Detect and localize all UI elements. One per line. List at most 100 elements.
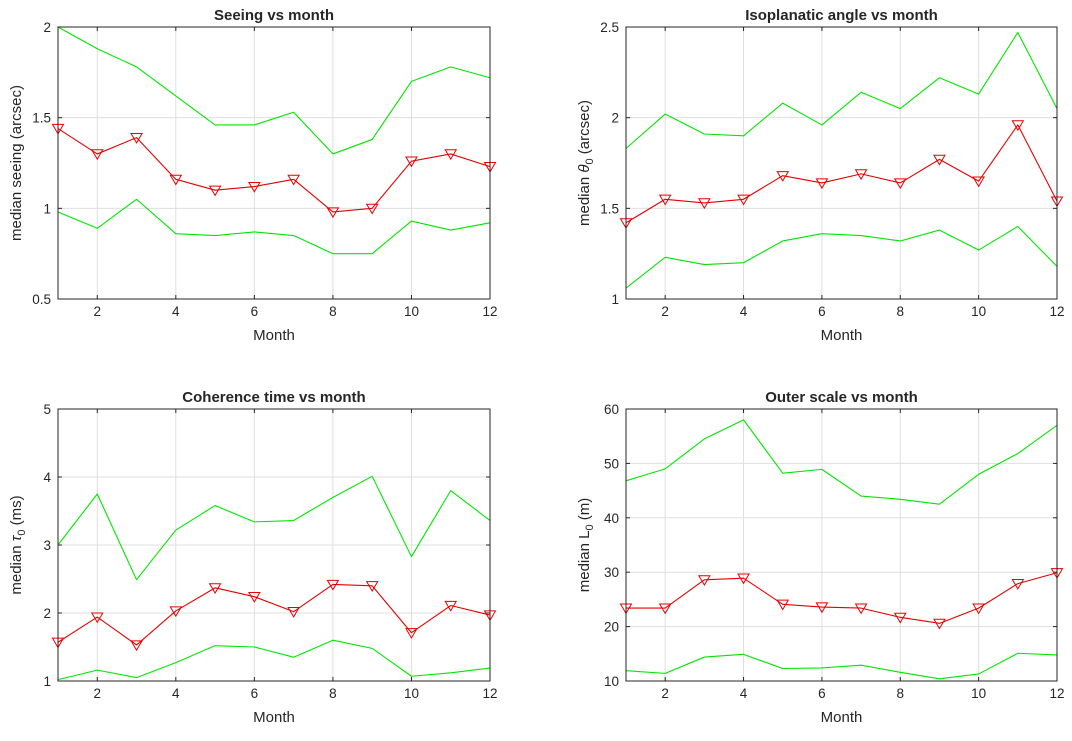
y-tick-label: 5 xyxy=(43,402,51,417)
data-point-marker xyxy=(130,640,143,652)
data-point-marker xyxy=(169,606,183,618)
x-tick-label: 12 xyxy=(1049,304,1064,319)
plot-area xyxy=(626,27,1057,299)
data-point-marker xyxy=(815,602,829,614)
data-point-marker xyxy=(365,203,379,215)
data-point-marker xyxy=(737,573,750,585)
series-line-lower xyxy=(625,225,1058,289)
plot-area xyxy=(626,409,1057,681)
series-line-upper xyxy=(57,26,491,155)
x-tick-label: 6 xyxy=(818,304,826,319)
x-tick-label: 4 xyxy=(740,686,748,701)
series-line-median xyxy=(57,128,491,213)
y-tick-label: 1.5 xyxy=(32,111,51,126)
y-tick-label: 30 xyxy=(604,565,619,580)
x-tick-label: 8 xyxy=(329,686,337,701)
x-axis-label: Month xyxy=(253,709,295,726)
data-point-marker xyxy=(737,194,750,206)
x-tick-label: 2 xyxy=(661,686,669,701)
x-tick-label: 12 xyxy=(482,686,497,701)
x-tick-label: 10 xyxy=(404,686,419,701)
data-point-marker xyxy=(405,628,418,639)
series-line-upper xyxy=(57,475,491,581)
subplot-2: 2 4 6 8 10 12 1 1.5 2 2.5 Isoplanatic angle vs mon… xyxy=(576,7,1065,344)
y-tick-label: 10 xyxy=(604,674,619,689)
y-tick-label: 60 xyxy=(604,402,619,417)
y-tick-label: 2 xyxy=(43,20,51,35)
series-line-median xyxy=(626,572,1058,624)
subplot-1: 2 4 6 8 10 12 0.5 1 1.5 2 Seeing vs month Month medi… xyxy=(8,7,498,344)
series-line-upper xyxy=(625,31,1058,149)
y-tick-label: 4 xyxy=(43,470,51,485)
data-point-marker xyxy=(697,575,711,587)
y-tick-label: 1 xyxy=(43,674,51,689)
y-tick-label: 2 xyxy=(611,111,619,126)
x-tick-label: 6 xyxy=(818,686,826,701)
x-tick-label: 12 xyxy=(482,304,497,319)
y-tick-label: 2.5 xyxy=(600,20,619,35)
series-line-median xyxy=(57,583,491,646)
data-point-marker xyxy=(1011,578,1025,590)
series-line-lower xyxy=(57,198,491,255)
y-tick-label: 1.5 xyxy=(600,201,619,216)
data-point-marker xyxy=(247,181,261,193)
data-point-marker xyxy=(208,583,222,595)
data-point-marker xyxy=(776,171,790,182)
plot-title: Seeing vs month xyxy=(214,7,334,24)
y-tick-label: 1 xyxy=(611,292,619,307)
y-tick-label: 40 xyxy=(604,511,619,526)
data-point-marker xyxy=(405,156,418,168)
series-line-median xyxy=(625,124,1058,224)
data-point-marker xyxy=(854,603,868,615)
data-point-marker xyxy=(658,603,672,615)
data-point-marker xyxy=(776,599,790,611)
series-line-upper xyxy=(625,419,1058,505)
y-tick-label: 50 xyxy=(604,456,619,471)
y-tick-label: 1 xyxy=(43,201,51,216)
series-line-lower xyxy=(57,639,491,681)
x-axis-label: Month xyxy=(821,327,863,344)
data-point-marker xyxy=(365,581,379,593)
data-point-marker xyxy=(247,592,261,603)
y-axis-label: median θ0 (arcsec) xyxy=(576,100,596,226)
x-tick-label: 4 xyxy=(172,686,180,701)
data-point-marker xyxy=(326,579,340,591)
x-tick-label: 10 xyxy=(971,686,986,701)
y-axis-label: median L0 (m) xyxy=(576,498,596,593)
data-point-marker xyxy=(893,178,907,190)
x-tick-label: 8 xyxy=(329,304,337,319)
data-point-marker xyxy=(287,607,301,618)
x-axis-label: Month xyxy=(253,327,295,344)
x-tick-label: 2 xyxy=(94,686,102,701)
series-line-lower xyxy=(625,652,1058,680)
x-axis-label: Month xyxy=(821,709,863,726)
x-tick-label: 10 xyxy=(971,304,986,319)
data-point-marker xyxy=(854,169,868,181)
data-point-marker xyxy=(1011,120,1025,132)
x-tick-label: 4 xyxy=(172,304,180,319)
y-tick-label: 20 xyxy=(604,620,619,635)
x-tick-label: 2 xyxy=(661,304,669,319)
data-point-marker xyxy=(90,149,104,161)
x-tick-label: 4 xyxy=(740,304,748,319)
x-tick-label: 8 xyxy=(897,686,905,701)
data-point-marker xyxy=(169,174,183,186)
data-point-marker xyxy=(326,207,340,219)
subplot-4: 2 4 6 8 10 12 10 20 30 40 50 60 Outer scale vs month… xyxy=(576,389,1065,726)
axes-box xyxy=(625,26,1058,300)
x-tick-label: 8 xyxy=(897,304,905,319)
axes-box xyxy=(57,408,491,682)
data-point-marker xyxy=(444,149,458,161)
y-tick-label: 3 xyxy=(43,538,51,553)
data-point-marker xyxy=(933,618,946,630)
x-tick-label: 2 xyxy=(94,304,102,319)
data-point-marker xyxy=(658,194,672,206)
x-tick-label: 10 xyxy=(404,304,419,319)
axes-box xyxy=(625,408,1058,682)
plot-title: Outer scale vs month xyxy=(765,389,918,406)
data-point-marker xyxy=(697,198,711,210)
data-point-marker xyxy=(90,612,104,624)
x-tick-label: 12 xyxy=(1049,686,1064,701)
